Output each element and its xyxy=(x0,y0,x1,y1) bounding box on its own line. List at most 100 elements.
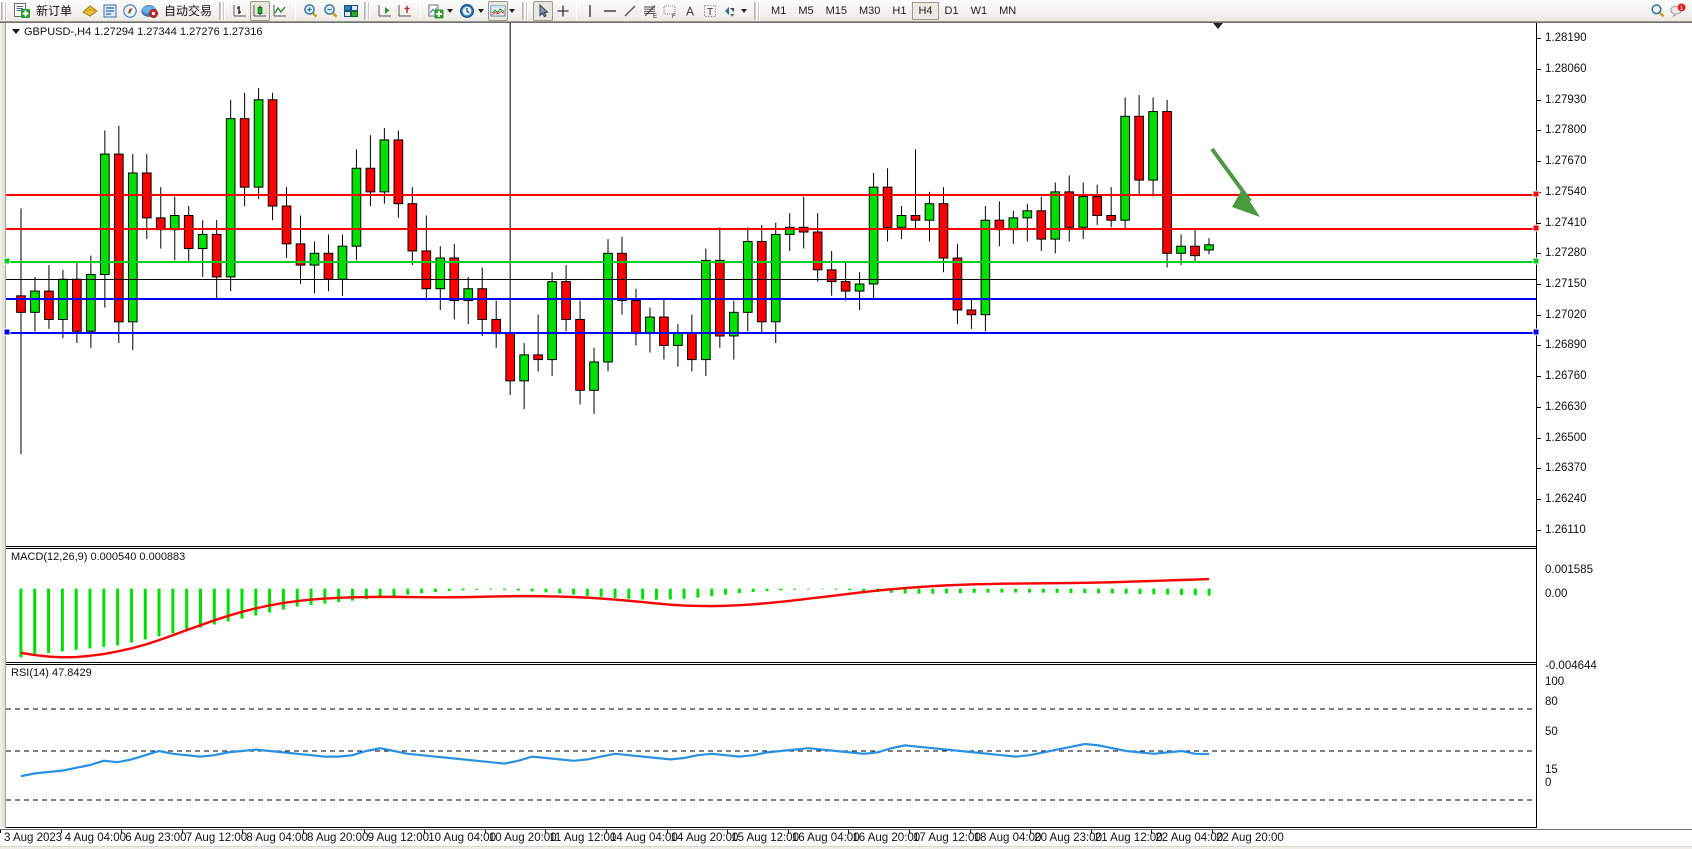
svg-text:T: T xyxy=(707,7,713,18)
time-axis-label: 15 Aug 12:00 xyxy=(731,832,799,844)
notifications-icon[interactable]: 1 xyxy=(1668,1,1688,21)
symbol-dropdown-arrow-icon[interactable] xyxy=(12,29,20,34)
new-order-icon[interactable] xyxy=(12,1,32,21)
shapes-dropdown-arrow-icon[interactable] xyxy=(741,8,748,13)
down-arrow-icon[interactable] xyxy=(1206,143,1276,233)
search-icon[interactable] xyxy=(1648,1,1668,21)
timeframe-d1[interactable]: D1 xyxy=(944,4,959,17)
chart-left-rail xyxy=(0,23,6,828)
chart-area[interactable]: GBPUSD-,H4 1.27294 1.27344 1.27276 1.273… xyxy=(0,22,1692,849)
main-toolbar: 新订单 xyxy=(0,0,1692,22)
level-handle-resistance-2[interactable] xyxy=(1532,224,1540,232)
price-axis[interactable]: 1.28190 1.28060 1.27930 1.27800 1.27670 1.275… xyxy=(1536,23,1692,828)
autotrading-label[interactable]: 自动交易 xyxy=(164,4,213,18)
data-window-icon[interactable] xyxy=(100,1,120,21)
period-icon[interactable] xyxy=(457,1,477,21)
price-axis-tick xyxy=(1537,437,1541,439)
horizontal-line-icon[interactable] xyxy=(600,1,620,21)
time-axis-tick xyxy=(787,830,789,833)
level-handle-resistance-1[interactable] xyxy=(1532,190,1540,198)
indicators-dropdown-arrow-icon[interactable] xyxy=(447,8,454,13)
toolbar-grip-5[interactable] xyxy=(754,1,762,20)
chart-shift-icon[interactable] xyxy=(395,1,415,21)
text-label-icon[interactable]: T xyxy=(700,1,720,21)
toolbar-grip-4[interactable] xyxy=(522,1,530,20)
autoscroll-icon[interactable] xyxy=(375,1,395,21)
timeframe-m30[interactable]: M30 xyxy=(859,4,881,17)
tile-windows-icon[interactable] xyxy=(341,1,361,21)
trendline-icon[interactable] xyxy=(620,1,640,21)
expert-advisors-icon[interactable] xyxy=(80,1,100,21)
timeframe-m15[interactable]: M15 xyxy=(825,4,847,17)
zoom-out-icon[interactable] xyxy=(321,1,341,21)
time-axis-label: 17 Aug 12:00 xyxy=(913,832,981,844)
price-axis-tick xyxy=(1537,38,1541,40)
level-line-support-2[interactable] xyxy=(6,332,1536,334)
time-axis-tick xyxy=(0,830,1,833)
price-axis-tick xyxy=(1537,498,1541,500)
candlestick-chart-icon[interactable] xyxy=(250,0,271,21)
time-axis-tick xyxy=(1151,830,1153,833)
timeframe-w1[interactable]: W1 xyxy=(970,4,988,17)
toolbar-grip-2[interactable] xyxy=(219,1,227,20)
toolbar-grip[interactable] xyxy=(1,1,8,20)
autotrading-icon[interactable] xyxy=(140,1,160,21)
templates-icon[interactable] xyxy=(488,0,509,21)
bar-chart-icon[interactable] xyxy=(230,1,250,21)
timeframe-m1[interactable]: M1 xyxy=(771,4,787,17)
macd-header: MACD(12,26,9) 0.000540 0.000883 xyxy=(11,551,186,563)
level-line-resistance-2[interactable] xyxy=(6,228,1536,230)
level-line-resistance-1[interactable] xyxy=(6,194,1536,196)
time-axis-tick xyxy=(60,830,62,833)
price-candlesticks xyxy=(16,23,1214,455)
navigator-icon[interactable] xyxy=(120,1,140,21)
time-axis-label: 8 Aug 04:00 xyxy=(246,832,308,844)
level-handle-support-2[interactable] xyxy=(1532,328,1540,336)
text-icon[interactable]: A xyxy=(680,1,700,21)
price-pane[interactable]: GBPUSD-,H4 1.27294 1.27344 1.27276 1.273… xyxy=(6,23,1536,547)
price-axis-label: 1.28190 xyxy=(1545,32,1587,45)
time-axis-tick xyxy=(242,830,244,833)
indicators-icon[interactable] xyxy=(426,1,446,21)
price-axis-label: 1.27150 xyxy=(1545,278,1587,290)
time-axis-tick xyxy=(545,830,547,833)
rsi-axis-tick-0: 0 xyxy=(1545,777,1552,789)
price-axis-label: 1.28060 xyxy=(1545,63,1587,76)
cursor-icon[interactable] xyxy=(533,0,554,21)
level-line-support-1[interactable] xyxy=(6,298,1536,300)
level-line-support-green[interactable] xyxy=(6,261,1536,263)
timeframe-h1[interactable]: H1 xyxy=(892,4,907,17)
timeframe-m5[interactable]: M5 xyxy=(798,4,814,17)
templates-dropdown-arrow-icon[interactable] xyxy=(509,8,516,13)
period-dropdown-arrow-icon[interactable] xyxy=(478,8,485,13)
rsi-plot xyxy=(6,708,1536,801)
price-axis-tick xyxy=(1537,222,1541,224)
crosshair-icon[interactable] xyxy=(553,1,573,21)
timeframe-mn[interactable]: MN xyxy=(999,4,1017,17)
zoom-in-icon[interactable] xyxy=(301,1,321,21)
level-handle-left-start[interactable] xyxy=(3,328,11,336)
rsi-pane[interactable]: RSI(14) 47.8429 xyxy=(6,664,1536,828)
level-handle-left-green[interactable] xyxy=(3,257,11,265)
price-axis-tick xyxy=(1537,468,1541,470)
time-axis[interactable]: 3 Aug 2023 4 Aug 04:00 6 Aug 23:00 7 Aug 12… xyxy=(0,829,1692,849)
time-axis-label: 16 Aug 20:00 xyxy=(852,832,921,844)
level-handle-support-green[interactable] xyxy=(1532,257,1540,265)
chart-collapse-arrow-icon[interactable] xyxy=(1213,23,1223,29)
price-axis-label: 1.27280 xyxy=(1545,247,1587,260)
time-axis-label: 18 Aug 04:00 xyxy=(973,832,1042,844)
toolbar-grip-3[interactable] xyxy=(364,1,372,20)
timeframe-h4[interactable]: H4 xyxy=(912,1,939,20)
line-chart-icon[interactable] xyxy=(270,1,290,21)
price-axis-label: 1.26240 xyxy=(1545,492,1587,505)
time-axis-label: 21 Aug 12:00 xyxy=(1094,832,1163,844)
price-axis-label: 1.26110 xyxy=(1545,523,1586,536)
macd-axis-tick-zero: 0.00 xyxy=(1545,588,1568,600)
price-axis-tick xyxy=(1537,161,1541,163)
fibonacci-icon[interactable]: E xyxy=(640,1,660,21)
shapes-icon[interactable] xyxy=(720,1,740,21)
new-order-label[interactable]: 新订单 xyxy=(36,4,73,18)
channel-icon[interactable]: F xyxy=(660,1,680,21)
vertical-line-icon[interactable] xyxy=(580,1,600,21)
macd-pane[interactable]: MACD(12,26,9) 0.000540 0.000883 xyxy=(6,548,1536,663)
